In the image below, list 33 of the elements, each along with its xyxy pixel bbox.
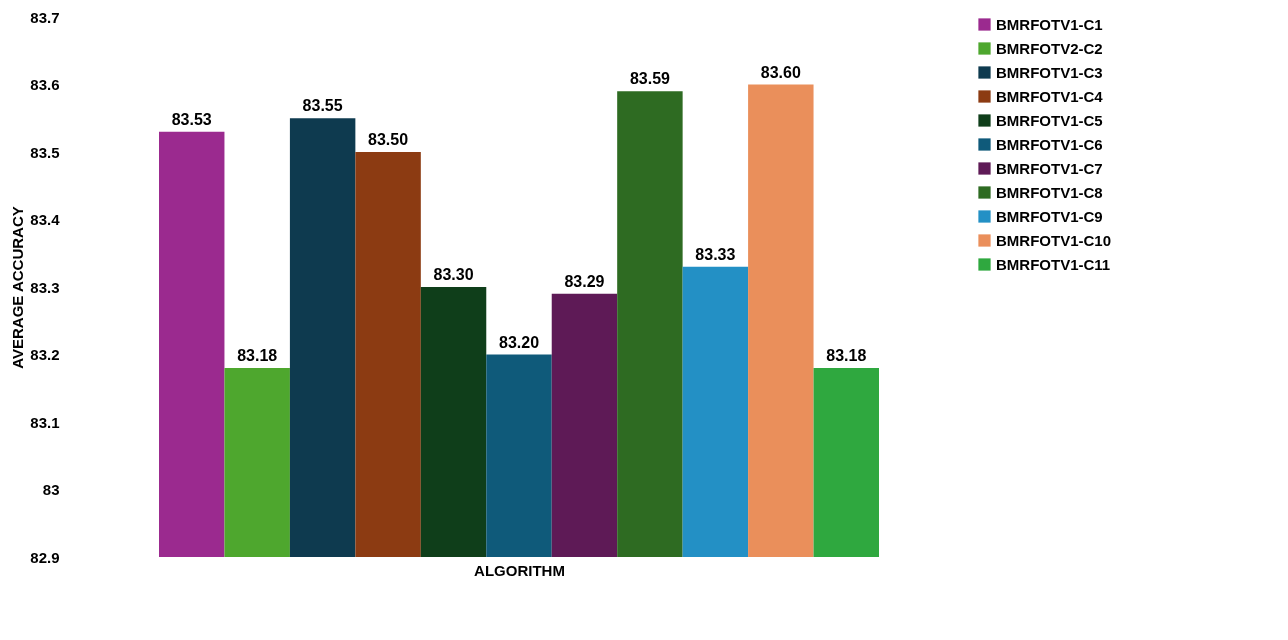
- data-label: 83.20: [498, 333, 540, 351]
- y-tick-label: 83.6: [30, 76, 60, 93]
- y-tick-label: 83.3: [30, 278, 60, 296]
- legend-label: BMRFOTV1-C1: [996, 15, 1103, 33]
- y-tick-label: 83.1: [30, 413, 60, 431]
- x-axis-title: ALGORITHM: [474, 561, 565, 579]
- data-label: 83.33: [695, 245, 736, 263]
- y-tick-label: 83.2: [30, 346, 60, 363]
- data-label: 83.53: [171, 110, 212, 128]
- legend-label: BMRFOTV1-C7: [996, 159, 1103, 177]
- legend-label: BMRFOTV1-C6: [996, 135, 1103, 153]
- legend-label: BMRFOTV1-C5: [996, 111, 1103, 129]
- data-label: 83.59: [629, 70, 671, 88]
- data-label: 83.18: [237, 347, 278, 364]
- y-tick-label: 83: [42, 481, 60, 498]
- legend-label: BMRFOTV1-C8: [996, 183, 1103, 201]
- legend-label: BMRFOTV1-C3: [996, 63, 1103, 81]
- legend-label: BMRFOTV1-C9: [996, 207, 1103, 225]
- data-label: 83.29: [564, 272, 605, 290]
- data-label: 83.18: [826, 347, 867, 364]
- y-tick-label: 82.9: [30, 548, 60, 566]
- y-axis-title: AVERAGE ACCURACY: [9, 206, 27, 369]
- legend-label: BMRFOTV1-C10: [996, 231, 1112, 249]
- data-label: 83.55: [302, 97, 343, 115]
- y-tick-label: 83.4: [30, 211, 61, 228]
- legend-label: BMRFOTV1-C4: [996, 87, 1104, 105]
- data-label: 83.30: [433, 266, 474, 283]
- y-tick-label: 83.5: [30, 143, 60, 161]
- legend-label: BMRFOTV2-C2: [996, 39, 1103, 57]
- y-tick-label: 83.7: [30, 8, 60, 26]
- data-label: 83.50: [368, 131, 409, 148]
- legend-label: BMRFOTV1-C11: [996, 255, 1111, 273]
- data-label: 83.60: [760, 63, 801, 81]
